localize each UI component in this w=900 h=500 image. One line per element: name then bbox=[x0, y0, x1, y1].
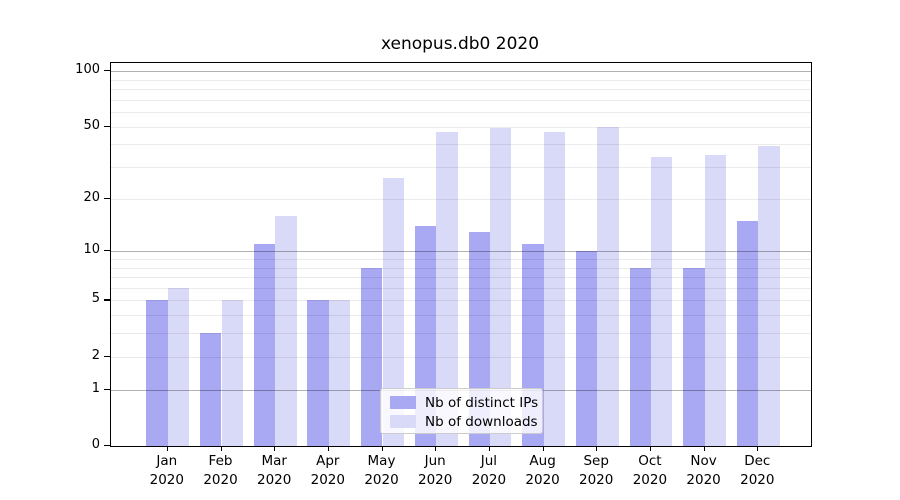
gridline-minor-70 bbox=[111, 99, 811, 101]
bar-downloads-dec bbox=[758, 146, 780, 446]
bar-distinct-ips-apr bbox=[307, 300, 329, 446]
y-tick-label-10: 10 bbox=[83, 242, 100, 258]
x-tick-label-aug: Aug 2020 bbox=[525, 453, 560, 488]
legend: Nb of distinct IPs Nb of downloads bbox=[380, 388, 543, 434]
gridline-minor-4 bbox=[111, 315, 811, 317]
y-tick-label-0: 0 bbox=[91, 437, 100, 452]
y-tick-10 bbox=[104, 250, 110, 252]
bar-downloads-apr bbox=[328, 300, 351, 446]
gridline-minor-5 bbox=[111, 300, 811, 302]
x-tick-mar bbox=[274, 446, 276, 451]
bar-downloads-jun bbox=[436, 131, 458, 446]
y-tick-5 bbox=[104, 299, 110, 301]
y-tick-label-5: 5 bbox=[91, 291, 100, 307]
y-tick-20 bbox=[104, 197, 110, 199]
x-tick-sep bbox=[596, 446, 598, 451]
bar-distinct-ips-nov bbox=[683, 267, 705, 446]
chart-title: xenopus.db0 2020 bbox=[380, 34, 540, 54]
y-tick-1 bbox=[104, 388, 110, 390]
gridline-minor-6 bbox=[111, 287, 811, 289]
gridline-minor-20 bbox=[111, 198, 811, 200]
legend-item-downloads: Nb of downloads bbox=[390, 412, 538, 431]
y-tick-label-20: 20 bbox=[83, 189, 100, 205]
y-tick-label-50: 50 bbox=[83, 117, 100, 133]
gridline-minor-50 bbox=[111, 126, 811, 128]
y-tick-label-2: 2 bbox=[91, 347, 100, 363]
bar-downloads-feb bbox=[221, 300, 243, 446]
gridline-minor-90 bbox=[111, 79, 811, 81]
y-tick-50 bbox=[104, 125, 110, 127]
bar-downloads-sep bbox=[597, 126, 619, 446]
gridline-major-10 bbox=[111, 251, 811, 253]
y-tick-2 bbox=[104, 355, 110, 357]
x-tick-jun bbox=[435, 446, 437, 451]
bar-downloads-mar bbox=[275, 215, 297, 446]
x-tick-oct bbox=[649, 446, 652, 451]
y-tick-100 bbox=[104, 70, 110, 72]
bar-distinct-ips-dec bbox=[736, 220, 759, 446]
gridline-major-100 bbox=[111, 71, 811, 72]
bar-distinct-ips-jan bbox=[146, 300, 168, 446]
x-tick-label-may: May 2020 bbox=[364, 453, 399, 488]
gridline-minor-2 bbox=[111, 356, 811, 358]
gridline-minor-8 bbox=[111, 267, 811, 269]
bar-downloads-may bbox=[382, 178, 404, 446]
x-tick-jan bbox=[166, 446, 168, 451]
y-tick-label-100: 100 bbox=[75, 62, 100, 77]
bar-downloads-jul bbox=[489, 128, 512, 446]
x-tick-apr bbox=[327, 446, 329, 451]
x-tick-label-jul: Jul 2020 bbox=[471, 453, 507, 488]
gridline-minor-40 bbox=[111, 144, 811, 146]
bar-distinct-ips-mar bbox=[253, 244, 276, 446]
y-tick-label-1: 1 bbox=[91, 380, 100, 396]
bar-distinct-ips-feb bbox=[200, 333, 222, 446]
bar-distinct-ips-sep bbox=[575, 251, 598, 446]
bar-downloads-nov bbox=[704, 154, 726, 446]
bar-distinct-ips-may bbox=[361, 267, 383, 446]
gridline-minor-80 bbox=[111, 89, 811, 90]
bar-downloads-aug bbox=[543, 131, 565, 446]
legend-item-distinct-ips: Nb of distinct IPs bbox=[390, 393, 538, 412]
gridline-minor-3 bbox=[111, 333, 811, 335]
x-tick-label-mar: Mar 2020 bbox=[257, 453, 292, 488]
legend-label-distinct-ips: Nb of distinct IPs bbox=[425, 394, 539, 411]
x-tick-label-dec: Dec 2020 bbox=[740, 453, 775, 488]
x-tick-label-apr: Apr 2020 bbox=[310, 453, 345, 488]
x-tick-label-sep: Sep 2020 bbox=[579, 453, 614, 488]
bar-downloads-jan bbox=[167, 287, 190, 446]
x-tick-label-jan: Jan 2020 bbox=[149, 453, 184, 488]
legend-swatch-downloads bbox=[390, 415, 416, 428]
x-tick-aug bbox=[542, 446, 544, 451]
x-tick-label-jun: Jun 2020 bbox=[418, 453, 453, 488]
x-tick-label-nov: Nov 2020 bbox=[686, 453, 721, 488]
legend-label-downloads: Nb of downloads bbox=[425, 413, 538, 430]
gridline-minor-7 bbox=[111, 277, 811, 279]
gridline-minor-60 bbox=[111, 112, 811, 113]
gridline-minor-9 bbox=[111, 258, 811, 260]
x-tick-jul bbox=[488, 446, 491, 451]
x-tick-feb bbox=[220, 446, 222, 451]
bar-distinct-ips-oct bbox=[629, 267, 651, 446]
gridline-minor-30 bbox=[111, 167, 811, 168]
x-tick-dec bbox=[757, 446, 759, 451]
x-tick-label-oct: Oct 2020 bbox=[632, 453, 668, 488]
x-tick-may bbox=[381, 446, 383, 451]
legend-swatch-distinct-ips bbox=[390, 396, 416, 409]
y-tick-0 bbox=[104, 445, 110, 447]
x-tick-nov bbox=[703, 446, 705, 451]
x-tick-label-feb: Feb 2020 bbox=[203, 453, 238, 488]
bar-downloads-oct bbox=[650, 157, 673, 446]
